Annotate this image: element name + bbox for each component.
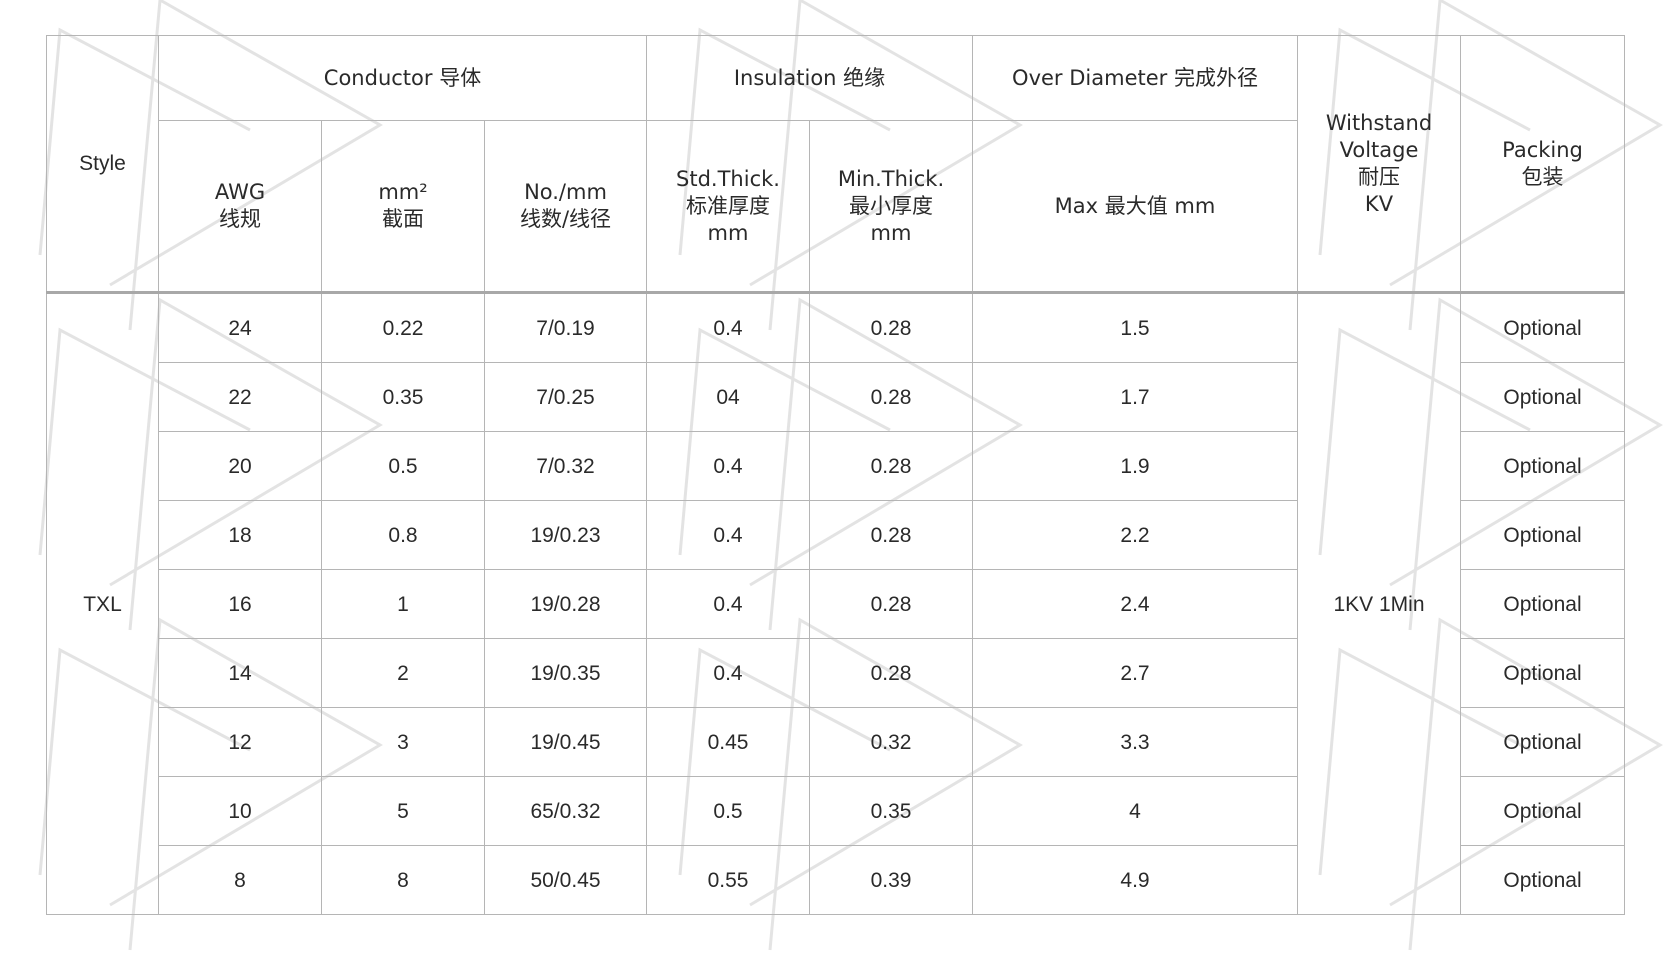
header-mm2: mm² 截面 — [321, 120, 485, 293]
cell-std: 0.55 — [646, 845, 810, 915]
cell-awg: 8 — [158, 845, 322, 915]
cell-strand: 19/0.35 — [484, 638, 647, 708]
cell-min: 0.39 — [809, 845, 973, 915]
cell-min: 0.28 — [809, 362, 973, 432]
cell-min: 0.28 — [809, 500, 973, 570]
cell-std: 0.4 — [646, 500, 810, 570]
cell-strand: 7/0.19 — [484, 291, 647, 363]
cell-std: 0.4 — [646, 638, 810, 708]
cell-awg: 12 — [158, 707, 322, 777]
header-style: Style — [46, 35, 159, 293]
cell-packing: Optional — [1460, 845, 1625, 915]
header-awg: AWG 线规 — [158, 120, 322, 293]
cell-min: 0.28 — [809, 569, 973, 639]
cell-packing: Optional — [1460, 500, 1625, 570]
cell-awg: 14 — [158, 638, 322, 708]
cell-od: 1.7 — [972, 362, 1298, 432]
cell-std: 0.5 — [646, 776, 810, 846]
cell-od: 3.3 — [972, 707, 1298, 777]
cell-strand: 7/0.25 — [484, 362, 647, 432]
cell-mm2: 1 — [321, 569, 485, 639]
voltage-cell: 1KV 1Min — [1297, 291, 1461, 915]
cell-od: 2.2 — [972, 500, 1298, 570]
cell-std: 0.4 — [646, 569, 810, 639]
cell-awg: 20 — [158, 431, 322, 501]
cell-mm2: 8 — [321, 845, 485, 915]
cell-od: 4.9 — [972, 845, 1298, 915]
cell-min: 0.28 — [809, 638, 973, 708]
cell-od: 2.7 — [972, 638, 1298, 708]
cell-strand: 19/0.23 — [484, 500, 647, 570]
cell-packing: Optional — [1460, 569, 1625, 639]
cell-mm2: 0.5 — [321, 431, 485, 501]
cell-packing: Optional — [1460, 362, 1625, 432]
header-withstand-voltage: Withstand Voltage 耐压 KV — [1297, 35, 1461, 293]
cell-awg: 10 — [158, 776, 322, 846]
cell-awg: 22 — [158, 362, 322, 432]
cell-mm2: 0.8 — [321, 500, 485, 570]
cell-std: 0.4 — [646, 291, 810, 363]
cell-awg: 16 — [158, 569, 322, 639]
cell-min: 0.28 — [809, 431, 973, 501]
cell-awg: 24 — [158, 291, 322, 363]
header-max-diameter: Max 最大值 mm — [972, 120, 1298, 293]
cell-strand: 50/0.45 — [484, 845, 647, 915]
spec-table: Style Conductor 导体 Insulation 绝缘 Over Di… — [46, 35, 1625, 915]
header-std-thick: Std.Thick. 标准厚度 mm — [646, 120, 810, 293]
cell-packing: Optional — [1460, 431, 1625, 501]
header-min-thick: Min.Thick. 最小厚度 mm — [809, 120, 973, 293]
header-insulation: Insulation 绝缘 — [646, 35, 973, 121]
table-row: TXL 24 0.22 7/0.19 0.4 0.28 1.5 1KV 1Min Optiona… — [46, 291, 1625, 915]
header-packing: Packing 包装 — [1460, 35, 1625, 293]
cell-od: 2.4 — [972, 569, 1298, 639]
cell-min: 0.32 — [809, 707, 973, 777]
cell-od: 1.5 — [972, 291, 1298, 363]
cell-packing: Optional — [1460, 707, 1625, 777]
header-conductor: Conductor 导体 — [158, 35, 647, 121]
header-no-mm: No./mm 线数/线径 — [484, 120, 647, 293]
cell-mm2: 0.22 — [321, 291, 485, 363]
cell-od: 4 — [972, 776, 1298, 846]
style-cell: TXL — [46, 291, 159, 915]
cell-std: 0.4 — [646, 431, 810, 501]
cell-od: 1.9 — [972, 431, 1298, 501]
cell-packing: Optional — [1460, 291, 1625, 363]
cell-strand: 7/0.32 — [484, 431, 647, 501]
header-over-diameter: Over Diameter 完成外径 — [972, 35, 1298, 121]
cell-std: 0.45 — [646, 707, 810, 777]
cell-packing: Optional — [1460, 638, 1625, 708]
cell-min: 0.28 — [809, 291, 973, 363]
cell-std: 04 — [646, 362, 810, 432]
cell-min: 0.35 — [809, 776, 973, 846]
cell-mm2: 5 — [321, 776, 485, 846]
cell-strand: 19/0.45 — [484, 707, 647, 777]
cell-awg: 18 — [158, 500, 322, 570]
cell-strand: 19/0.28 — [484, 569, 647, 639]
cell-mm2: 0.35 — [321, 362, 485, 432]
cell-strand: 65/0.32 — [484, 776, 647, 846]
cell-mm2: 2 — [321, 638, 485, 708]
cell-mm2: 3 — [321, 707, 485, 777]
cell-packing: Optional — [1460, 776, 1625, 846]
